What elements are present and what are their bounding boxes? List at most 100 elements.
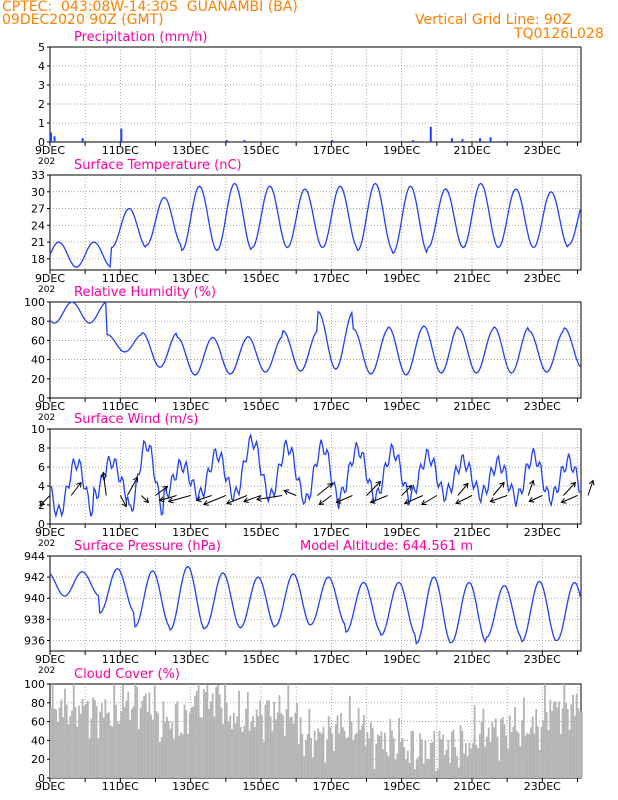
cloud-cover-bar xyxy=(257,715,260,778)
wind-arrowhead xyxy=(499,481,505,488)
cloud-cover-bar xyxy=(102,717,105,778)
y-tick-label: 2 xyxy=(38,98,45,111)
cloud-cover-bar xyxy=(415,759,418,778)
cloud-cover-bar xyxy=(259,700,262,778)
wind-vector xyxy=(457,483,469,496)
y-tick-label: 24 xyxy=(31,219,45,232)
cloud-cover-bar xyxy=(473,705,476,778)
cloud-cover-bar xyxy=(246,692,249,778)
header-datetime: 09DEC2020 90Z (GMT) xyxy=(2,12,164,28)
y-tick-label: 942 xyxy=(24,571,45,584)
wind-vector xyxy=(226,495,248,504)
cloud-cover-bar xyxy=(204,691,207,778)
year-label: 202 xyxy=(38,539,55,549)
panel-title: Surface Wind (m/s) xyxy=(74,412,198,427)
wind-vector xyxy=(39,495,51,506)
cloud-cover-bar xyxy=(503,724,506,778)
cloud-cover-bar xyxy=(475,744,478,778)
cloud-cover-bar xyxy=(405,759,407,778)
wind-arrowhead xyxy=(335,498,342,504)
model-altitude: Model Altitude: 644.561 m xyxy=(300,539,473,554)
cloud-cover-bar xyxy=(361,725,364,778)
cloud-cover-bar xyxy=(275,719,277,778)
cloud-cover-bar xyxy=(528,734,531,778)
cloud-cover-bar xyxy=(575,693,578,778)
cloud-cover-bar xyxy=(396,753,399,778)
cloud-cover-bar xyxy=(190,707,193,778)
cloud-cover-bar xyxy=(377,734,379,778)
wind-vector xyxy=(141,495,149,503)
cloud-cover-bar xyxy=(566,709,569,778)
cloud-cover-bar xyxy=(573,715,576,778)
cloud-cover-bar xyxy=(417,756,420,778)
x-tick-label: 13DEC xyxy=(172,526,209,539)
cloud-cover-bar xyxy=(442,734,444,778)
cloud-cover-bar xyxy=(540,727,543,778)
cloud-cover-bar xyxy=(324,762,327,778)
cloud-cover-bar xyxy=(260,715,263,778)
wind-arrowhead xyxy=(195,496,202,503)
x-tick-label: 13DEC xyxy=(172,272,209,285)
x-tick-label: 23DEC xyxy=(524,272,561,285)
cloud-cover-bar xyxy=(285,709,288,778)
cloud-cover-bar xyxy=(373,769,376,778)
plot-frame xyxy=(49,555,582,652)
cloud-cover-bar xyxy=(311,757,314,778)
cloud-cover-bar xyxy=(213,716,216,778)
cloud-cover-bar xyxy=(232,712,235,778)
cloud-cover-bar xyxy=(570,704,573,778)
cloud-cover-bar xyxy=(79,713,82,778)
year-label: 202 xyxy=(38,666,55,676)
cloud-cover-bar xyxy=(538,749,541,778)
cloud-cover-bar xyxy=(336,715,339,778)
cloud-cover-bar xyxy=(382,749,385,778)
cloud-cover-bar xyxy=(445,749,448,778)
cloud-cover-bar xyxy=(387,756,390,778)
cloud-cover-bar xyxy=(280,713,283,778)
cloud-cover-bar xyxy=(424,740,427,778)
cloud-cover-bar xyxy=(486,736,488,778)
cloud-cover-bar xyxy=(166,716,168,778)
cloud-cover-bar xyxy=(289,717,291,778)
x-tick-label: 17DEC xyxy=(313,144,350,157)
cloud-cover-bar xyxy=(559,733,562,778)
cloud-cover-bar xyxy=(243,726,246,778)
cloud-cover-bar xyxy=(224,684,226,778)
wind-arrowhead xyxy=(560,498,567,504)
cloud-cover-bar xyxy=(57,721,59,778)
cloud-cover-panel xyxy=(47,683,583,782)
cloud-cover-bar xyxy=(545,712,548,778)
wind-vector xyxy=(316,483,333,496)
y-tick-label: 940 xyxy=(24,592,45,605)
y-tick-label: 944 xyxy=(24,550,45,563)
cloud-cover-bar xyxy=(355,732,358,778)
wind-vector xyxy=(243,495,262,502)
cloud-cover-bar xyxy=(188,712,191,778)
wind-arrowhead xyxy=(327,482,334,489)
x-tick-label: 13DEC xyxy=(172,653,209,666)
cloud-cover-bar xyxy=(491,722,494,778)
cloud-cover-bar xyxy=(517,732,520,778)
x-tick-label: 13DEC xyxy=(172,400,209,413)
cloud-cover-bar xyxy=(85,703,87,778)
cloud-cover-bar xyxy=(482,708,485,778)
cloud-cover-bar xyxy=(176,701,179,778)
cloud-cover-bar xyxy=(231,729,233,778)
year-label: 202 xyxy=(38,413,55,423)
cloud-cover-bar xyxy=(431,741,434,778)
wind-vector xyxy=(203,495,227,505)
x-tick-label: 19DEC xyxy=(383,780,420,793)
cloud-cover-bar xyxy=(290,716,293,778)
cloud-cover-bar xyxy=(470,748,473,778)
cloud-cover-bar xyxy=(522,697,525,778)
precip-bar xyxy=(479,138,482,142)
cloud-cover-bar xyxy=(287,684,290,778)
cloud-cover-bar xyxy=(53,708,56,778)
cloud-cover-bar xyxy=(99,711,102,778)
cloud-cover-bar xyxy=(303,756,305,778)
cloud-cover-bar xyxy=(577,708,580,778)
cloud-cover-bar xyxy=(162,701,165,778)
cloud-cover-bar xyxy=(278,695,281,778)
x-tick-label: 21DEC xyxy=(453,144,490,157)
y-tick-label: 4 xyxy=(38,60,45,73)
